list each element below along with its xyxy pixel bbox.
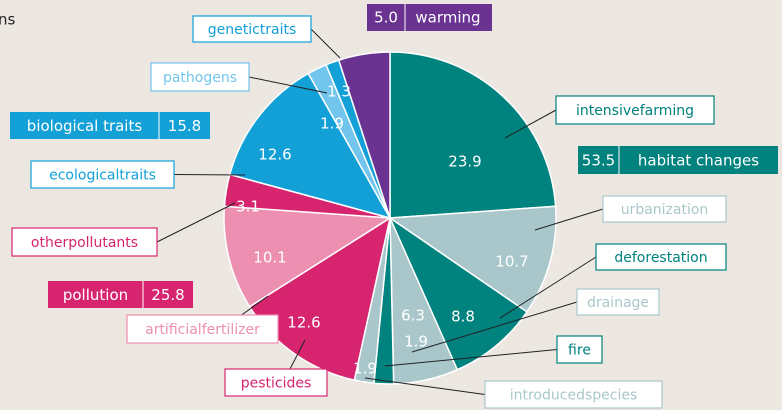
group-label: biological traits [27,117,143,135]
category-box [224,368,328,397]
group-value: 53.5 [582,152,615,170]
pie-slice [337,51,391,219]
category-label: genetictraits [208,22,297,38]
category-box [30,160,175,189]
category-box [595,243,727,271]
leader-line [499,256,597,319]
category-label: urbanization [621,202,709,218]
value-label: 10.7 [495,253,528,271]
pie-slice [223,205,393,308]
pie-slice [389,51,557,219]
leader-line [364,377,486,395]
leader-line [411,301,578,353]
category-label: introducedspecies [510,388,638,404]
category-label: pesticides [241,376,312,392]
group-box [48,281,193,308]
group-label: habitat changes [638,152,759,170]
pie-slice [388,215,528,371]
value-label: 1.9 [353,360,377,378]
leader-line [384,349,558,367]
value-label: 1.9 [404,333,428,351]
pie-slice [387,205,557,313]
group-label: warming [415,9,480,27]
value-label: 8.8 [451,308,475,326]
category-box [602,195,727,223]
group-value: 25.8 [151,286,184,304]
category-box [11,227,158,257]
pie-slice [228,72,392,220]
chart-title: ns [0,11,16,29]
category-box [576,288,660,316]
category-label: fire [568,343,591,359]
group-box [367,4,492,31]
leader-line [310,28,341,59]
value-label: 23.9 [448,153,481,171]
category-box [126,314,279,344]
value-label: 12.6 [258,146,291,164]
category-box [192,15,312,43]
group-label: pollution [63,286,128,304]
value-label: 6.3 [401,307,425,325]
category-box [150,62,250,92]
category-label: deforestation [614,250,707,266]
value-label: 12.6 [287,314,320,332]
value-label: 3.1 [236,198,260,216]
category-label: artificialfertilizer [145,322,260,338]
category-label: ecologicaltraits [49,168,156,184]
value-label: 10.1 [253,249,286,267]
leader-line [156,202,236,243]
category-label: intensivefarming [576,103,694,119]
category-box [484,380,663,409]
category-box [555,95,715,125]
group-box [10,112,210,139]
leader-line [173,174,246,176]
category-label: pathogens [163,70,237,86]
category-label: otherpollutants [31,235,138,251]
pie-slice [248,216,392,382]
group-value: 5.0 [374,9,398,27]
leader-line [504,109,557,139]
category-box [556,335,603,364]
value-label: 1.3 [327,83,351,101]
value-label: 1.9 [320,115,344,133]
category-label: drainage [587,295,649,311]
leader-line [248,76,328,94]
group-box [578,146,778,174]
group-value: 15.8 [168,117,201,135]
leader-line [534,208,604,231]
